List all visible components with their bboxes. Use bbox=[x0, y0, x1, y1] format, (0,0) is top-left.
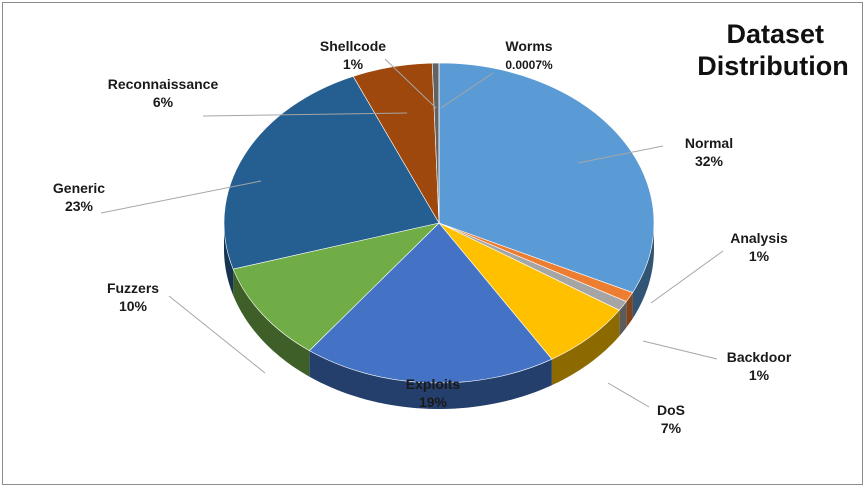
label-value-shellcode: 1% bbox=[343, 56, 364, 72]
label-name-exploits: Exploits bbox=[406, 376, 461, 392]
label-value-fuzzers: 10% bbox=[119, 298, 148, 314]
label-name-generic: Generic bbox=[53, 180, 105, 196]
label-name-worms: Worms bbox=[505, 38, 552, 54]
label-normal: Normal 32% bbox=[685, 135, 733, 169]
leader-line-shellcode bbox=[384, 58, 437, 109]
chart-title-line-1: Dataset bbox=[726, 19, 824, 49]
label-dos: DoS 7% bbox=[657, 402, 685, 436]
depth-backdoor bbox=[619, 301, 627, 337]
leader-line-fuzzers bbox=[168, 295, 266, 374]
slice-labels: Normal 32% Analysis 1% Backdoor 1% DoS 7% Exploi… bbox=[53, 38, 792, 436]
label-fuzzers: Fuzzers 10% bbox=[107, 280, 159, 314]
leader-lines bbox=[100, 58, 724, 408]
slice-exploits bbox=[308, 222, 553, 384]
label-name-fuzzers: Fuzzers bbox=[107, 280, 159, 296]
depth-exploits bbox=[309, 350, 552, 409]
label-name-backdoor: Backdoor bbox=[727, 349, 792, 365]
label-name-shellcode: Shellcode bbox=[320, 38, 386, 54]
label-reconnaissance: Reconnaissance 6% bbox=[108, 76, 219, 110]
label-value-worms: 0.0007% bbox=[505, 58, 553, 72]
leader-line-dos bbox=[607, 382, 650, 408]
depth-normal bbox=[632, 223, 654, 319]
depth-fuzzers bbox=[233, 269, 310, 377]
label-name-dos: DoS bbox=[657, 402, 685, 418]
label-shellcode: Shellcode 1% bbox=[320, 38, 386, 72]
label-generic: Generic 23% bbox=[53, 180, 105, 214]
chart-title-line-2: Distribution bbox=[697, 51, 848, 81]
label-name-analysis: Analysis bbox=[730, 230, 788, 246]
label-backdoor: Backdoor 1% bbox=[727, 349, 792, 383]
leader-line-worms bbox=[440, 72, 494, 109]
leader-line-analysis bbox=[650, 250, 724, 304]
leader-line-normal bbox=[577, 145, 664, 164]
leader-line-generic bbox=[100, 180, 262, 214]
depth-analysis bbox=[626, 292, 633, 328]
label-value-reconnaissance: 6% bbox=[153, 94, 174, 110]
pie-slices bbox=[223, 62, 655, 384]
label-name-normal: Normal bbox=[685, 135, 733, 151]
leader-line-reconnaissance bbox=[202, 112, 408, 117]
slice-generic bbox=[223, 75, 440, 270]
depth-generic bbox=[224, 223, 234, 296]
label-value-exploits: 19% bbox=[419, 394, 448, 410]
label-value-generic: 23% bbox=[65, 198, 94, 214]
label-value-normal: 32% bbox=[695, 153, 724, 169]
label-worms: Worms 0.0007% bbox=[505, 38, 553, 72]
label-name-reconnaissance: Reconnaissance bbox=[108, 76, 219, 92]
depth-dos bbox=[551, 310, 620, 386]
label-analysis: Analysis 1% bbox=[730, 230, 788, 264]
label-value-backdoor: 1% bbox=[749, 367, 770, 383]
leader-line-backdoor bbox=[642, 340, 718, 360]
chart-title: Dataset Distribution bbox=[697, 19, 848, 81]
pie-chart: Normal 32% Analysis 1% Backdoor 1% DoS 7% Exploi… bbox=[53, 19, 849, 436]
label-value-dos: 7% bbox=[661, 420, 682, 436]
label-value-analysis: 1% bbox=[749, 248, 770, 264]
pie-depth bbox=[224, 223, 654, 409]
slice-fuzzers bbox=[232, 222, 440, 352]
slice-normal bbox=[438, 62, 655, 293]
label-exploits: Exploits 19% bbox=[406, 376, 461, 410]
